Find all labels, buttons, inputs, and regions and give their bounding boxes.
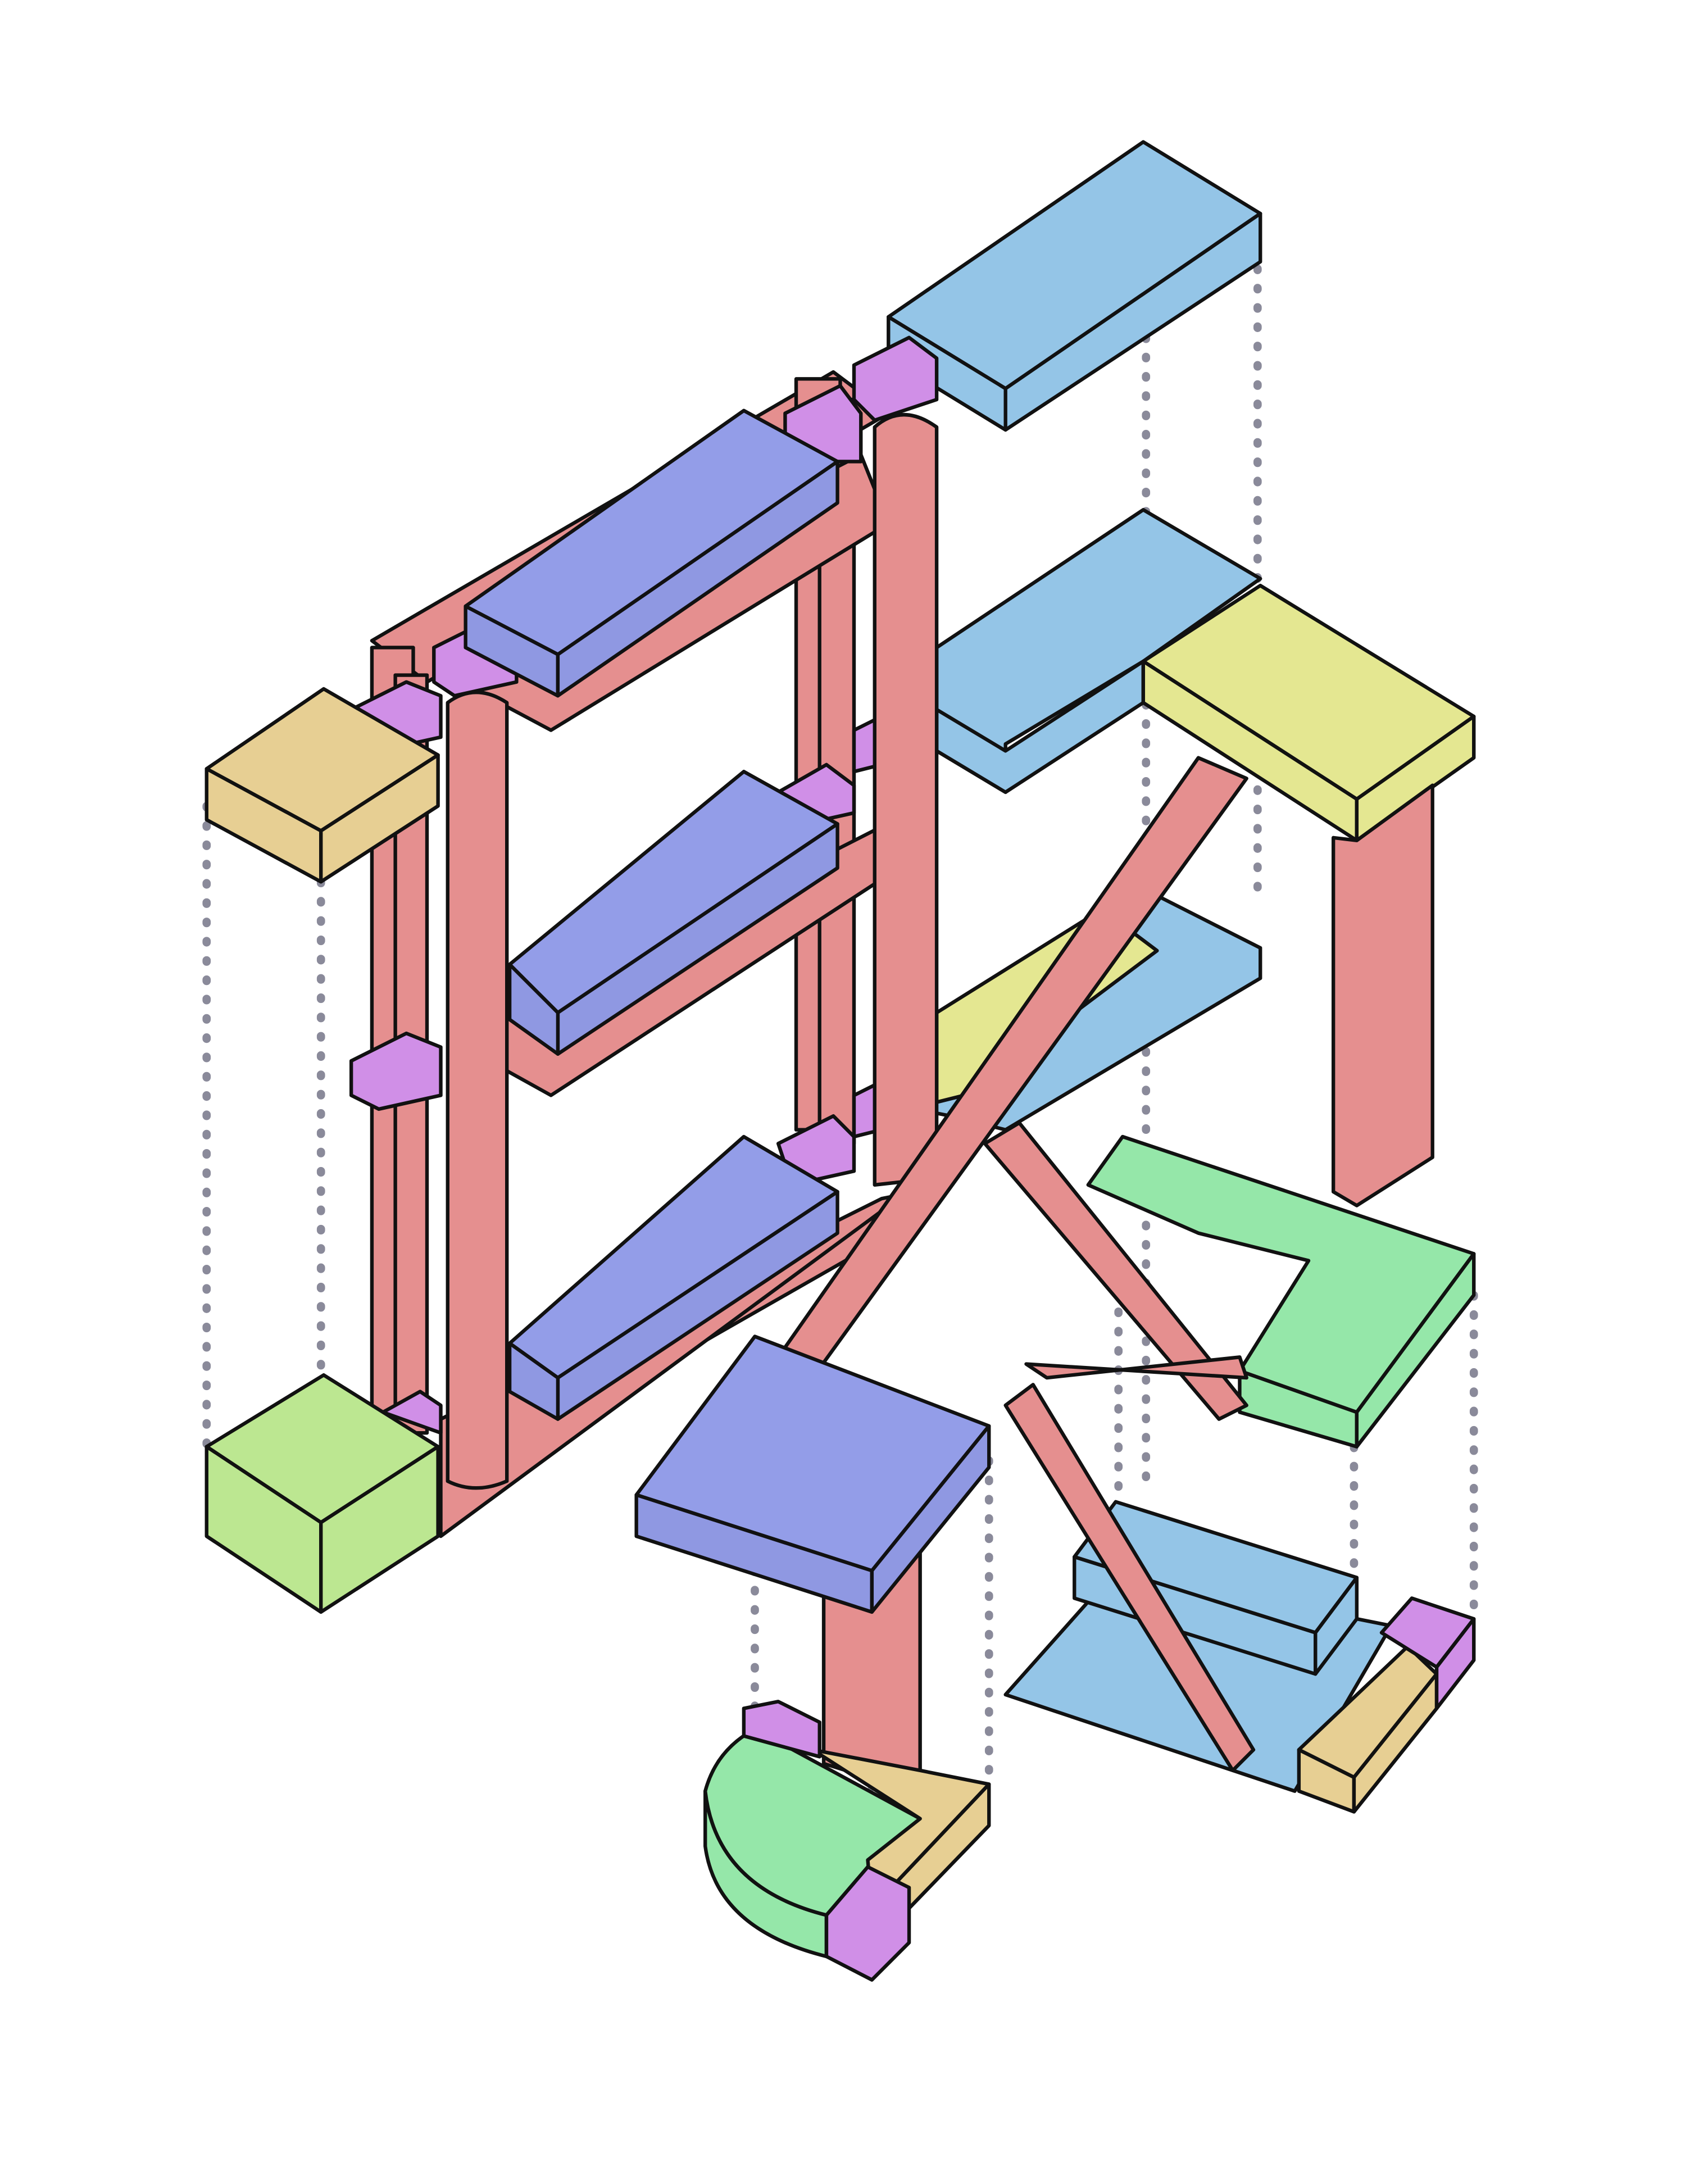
yellow-table-side [1355,714,1476,842]
pillar-front-left [446,691,509,1490]
pillar-front-right [873,412,939,1187]
violet-end-side [1434,1617,1476,1710]
indigo-cap-side [870,1424,991,1614]
tan-cube-side [319,753,440,884]
violet-connector-6 [349,1031,443,1111]
indigo-block-middle-side [507,963,560,1056]
strut-crossbar [1024,1355,1248,1380]
lime-cube-side [319,1445,440,1614]
indigo-block-top-front [556,460,839,698]
violet-base-block-2 [824,1865,911,1982]
table-post [1331,783,1434,1207]
sky-block-top-front [1003,211,1262,432]
green-bracket-side [1355,1252,1476,1449]
strut-diagonal-short [983,1121,1248,1421]
violet-connector-8 [381,1390,443,1435]
strut-diagonal-lower [1003,1383,1256,1773]
violet-connector-2 [852,335,939,423]
indigo-block-bottom-side [507,1341,560,1421]
violet-base-block [742,1700,821,1759]
sky-block-lower-side [1314,1576,1359,1676]
